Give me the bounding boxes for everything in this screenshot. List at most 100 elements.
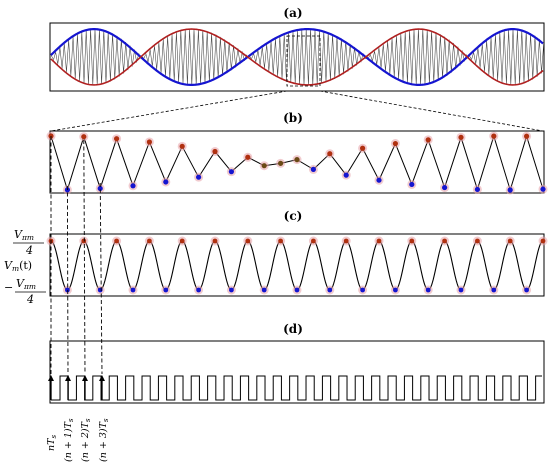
c-sample-point: [163, 287, 169, 293]
clock-waveform: [51, 375, 542, 401]
sample-point: [81, 134, 87, 140]
sample-point: [376, 177, 382, 183]
sample-arrow-head: [48, 375, 54, 381]
carrier-fill: [50, 29, 545, 85]
c-sample-point: [475, 238, 480, 244]
panel-a-waveform: [50, 27, 545, 86]
c-sample-point: [147, 238, 152, 244]
c-sample-point: [311, 238, 316, 244]
c-label-bot-den: 4: [26, 293, 34, 306]
c-label-top: Vπm 4: [13, 228, 44, 257]
c-sample-point: [130, 287, 136, 293]
sample-point: [327, 151, 333, 157]
sample-point: [146, 139, 152, 145]
c-sample-point: [294, 287, 300, 293]
sample-point: [228, 169, 234, 175]
sample-time-connectors: [50, 136, 103, 375]
time-label-n1: (n + 1)Ts: [63, 418, 75, 462]
zoom-line-left: [50, 90, 288, 132]
panel-c-label: (c): [284, 209, 303, 223]
c-sample-point: [212, 238, 218, 244]
c-label-mid: Vm(t): [4, 259, 32, 273]
panel-b-samples: [46, 131, 548, 195]
c-label-top-num: Vπm: [14, 228, 34, 242]
sample-point: [343, 172, 349, 178]
c-label-bot-minus: −: [4, 281, 13, 294]
c-sample-point: [360, 287, 365, 293]
c-sample-point: [245, 238, 251, 244]
sample-point: [458, 134, 464, 140]
envelope-upper: [50, 27, 544, 86]
sample-arrow-head: [65, 375, 71, 381]
sample-point: [278, 160, 284, 166]
sample-point: [130, 183, 136, 189]
sample-point: [507, 187, 513, 193]
c-sample-point: [491, 287, 497, 293]
sample-point: [540, 186, 546, 192]
connector-line: [99, 182, 103, 375]
panel-b: (b): [46, 111, 548, 195]
time-label-n3: (n + 3)Ts: [98, 418, 110, 462]
panel-d: (d): [48, 322, 545, 404]
c-sample-point: [179, 238, 185, 244]
c-label-bot-num: Vπm: [16, 277, 36, 291]
panel-d-clock: [48, 375, 542, 401]
sample-point: [212, 148, 218, 155]
sample-arrow-head: [99, 375, 105, 381]
sample-point: [409, 181, 415, 188]
c-sample-point: [507, 238, 513, 244]
c-sample-point: [442, 238, 447, 244]
c-sample-point: [393, 287, 398, 293]
sample-point: [261, 163, 267, 169]
sample-point: [474, 186, 480, 193]
c-sample-point: [196, 287, 202, 293]
sample-point: [179, 143, 185, 149]
c-label-bot: − Vπm 4: [4, 277, 46, 306]
sample-point: [524, 133, 530, 139]
c-sample-point: [327, 287, 333, 293]
sample-point: [425, 137, 431, 143]
sample-point: [97, 185, 103, 192]
sample-point: [360, 145, 366, 151]
sample-point: [163, 179, 169, 185]
panel-a: (a): [49, 6, 545, 92]
c-sample-point: [458, 287, 464, 293]
time-labels: nTs (n + 1)Ts (n + 2)Ts (n + 3)Ts: [46, 418, 110, 462]
sample-point: [392, 140, 398, 147]
c-sample-point: [65, 287, 70, 293]
c-sample-point: [540, 238, 546, 244]
connector-line: [83, 139, 86, 375]
sample-point: [310, 166, 316, 172]
sample-point: [196, 174, 202, 180]
c-sample-point: [81, 238, 87, 244]
panel-a-label: (a): [283, 6, 302, 20]
c-sample-point: [524, 287, 529, 293]
time-label-n: nTs: [46, 435, 58, 451]
sample-point: [245, 154, 251, 160]
c-sample-point: [343, 238, 349, 244]
c-sample-point: [409, 238, 415, 244]
zoom-line-right: [319, 90, 544, 132]
c-sample-point: [229, 287, 234, 293]
c-sample-point: [261, 287, 267, 293]
c-sample-point: [425, 287, 431, 293]
c-sample-point: [376, 238, 382, 244]
sample-arrow-head: [82, 375, 88, 381]
sample-point: [491, 133, 497, 139]
panel-c: (c) Vπm 4 Vm(t) − Vπm 4: [4, 209, 548, 306]
sample-point: [294, 157, 300, 163]
panel-c-sinusoid: [46, 236, 548, 295]
panel-d-label: (d): [283, 322, 303, 336]
c-label-top-den: 4: [25, 244, 33, 257]
c-sample-point: [97, 287, 103, 293]
panel-b-label: (b): [283, 111, 303, 125]
c-sample-point: [278, 238, 283, 244]
c-sample-point: [114, 238, 119, 244]
time-label-n2: (n + 2)Ts: [80, 418, 92, 462]
zoom-box: [286, 35, 321, 87]
sample-point: [442, 184, 448, 191]
envelope-lower: [50, 28, 544, 86]
connector-line: [66, 185, 69, 375]
sample-point: [114, 136, 120, 142]
